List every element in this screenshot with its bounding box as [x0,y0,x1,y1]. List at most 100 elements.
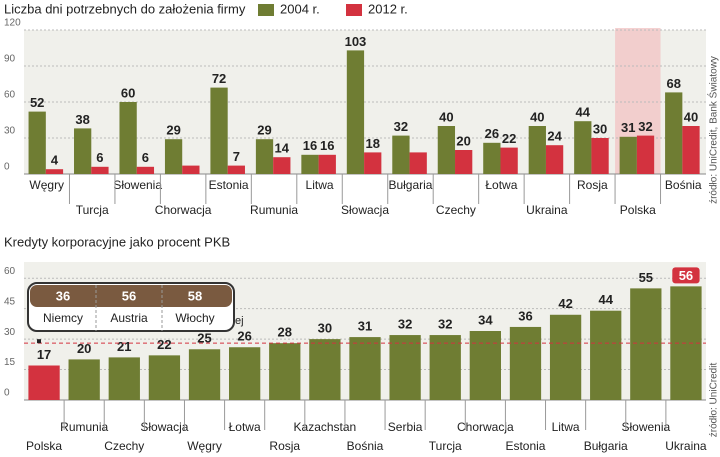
legend-swatch [346,4,362,16]
value-label: 22 [157,337,171,352]
bar [91,166,109,174]
y-tick-label: 60 [4,90,16,101]
bar [682,126,700,174]
mean-marker [37,339,41,344]
inset-value: 36 [56,288,70,303]
value-label: 20 [77,341,91,356]
inset-name: Włochy [175,311,214,325]
x-tick-label: Łotwa [485,178,517,192]
value-label: 40 [530,109,544,124]
bar [665,92,683,174]
x-tick-label: Litwa [552,420,580,434]
bar [509,326,542,400]
bar [483,142,501,174]
bar [392,135,410,174]
y-tick-label: 0 [4,388,10,399]
bar [500,147,518,174]
bar [429,335,461,400]
bar [409,152,427,174]
x-tick-label: Serbia [388,420,423,434]
value-label: 28 [278,325,292,340]
bar [455,150,473,174]
value-label: 22 [502,131,516,146]
bar [255,139,274,174]
value-label: 52 [30,95,44,110]
bar [188,349,221,400]
bar [136,166,155,174]
value-label: 34 [478,312,493,327]
bar [528,126,546,174]
bar [636,135,655,174]
x-tick-label: Słowenia [113,178,162,192]
bar [269,343,301,400]
value-label: 31 [358,319,372,334]
value-label: 40 [439,109,453,124]
bar [549,314,582,400]
x-tick-label: Węgry [29,178,64,192]
x-tick-label: Słowenia [621,420,670,434]
bar [148,355,181,400]
x-tick-label: Słowacja [341,203,389,217]
bar [74,128,92,174]
value-label: 25 [197,331,211,346]
x-tick-label: Rumunia [60,420,108,434]
value-label: 103 [345,34,367,49]
bar [227,165,245,174]
x-tick-label: Chorwacja [457,420,514,434]
inset-name: Niemcy [43,311,83,325]
x-tick-label: Chorwacja [155,203,212,217]
value-label: 68 [666,76,680,91]
value-label: 32 [398,316,412,331]
chart-title: Liczba dni potrzebnych do założenia firm… [4,1,246,16]
x-tick-label: Bułgaria [584,439,628,453]
bar [210,87,228,174]
source: źródło: UniCredit, Bank Światowy [707,56,720,204]
bar [182,165,200,174]
bar [545,145,564,174]
bar [591,138,609,174]
x-tick-label: Rosja [577,178,608,192]
value-label: 44 [598,292,613,307]
x-tick-label: Polska [620,203,656,217]
value-label: 6 [142,150,149,165]
bar [469,331,501,400]
value-label: 30 [593,121,607,136]
x-tick-label: Ukraina [526,203,568,217]
x-tick-label: Turcja [429,439,462,453]
y-tick-label: 45 [4,296,16,307]
x-tick-label: Estonia [505,439,545,453]
legend-label: 2004 r. [280,1,320,16]
bar [630,288,662,400]
x-tick-label: Ukraina [665,439,707,453]
value-label: 21 [117,339,131,354]
bar [28,365,60,400]
bar [229,347,261,400]
value-label: 30 [318,321,332,336]
y-tick-label: 30 [4,126,16,137]
x-tick-label: Turcja [76,203,109,217]
bar [318,154,336,174]
bar [574,121,592,174]
value-label: 16 [320,138,334,153]
value-label: 17 [37,347,51,362]
bar [68,359,100,400]
value-label: 4 [51,153,59,168]
bar [389,335,421,400]
y-tick-label: 90 [4,54,16,65]
value-label: 32 [638,119,652,134]
bar [301,154,319,174]
bar [164,139,183,174]
value-label: 56 [679,268,693,283]
bar [346,50,365,174]
value-label: 36 [518,308,532,323]
value-label: 40 [684,109,698,124]
bar [273,157,291,174]
inset-name: Austria [110,311,148,325]
value-label: 31 [621,120,635,135]
source: źródło: UniCredit [709,363,720,438]
inset-value: 58 [188,288,202,303]
x-tick-label: Bułgaria [388,178,432,192]
y-tick-label: 15 [4,357,16,368]
y-tick-label: 120 [4,18,21,29]
